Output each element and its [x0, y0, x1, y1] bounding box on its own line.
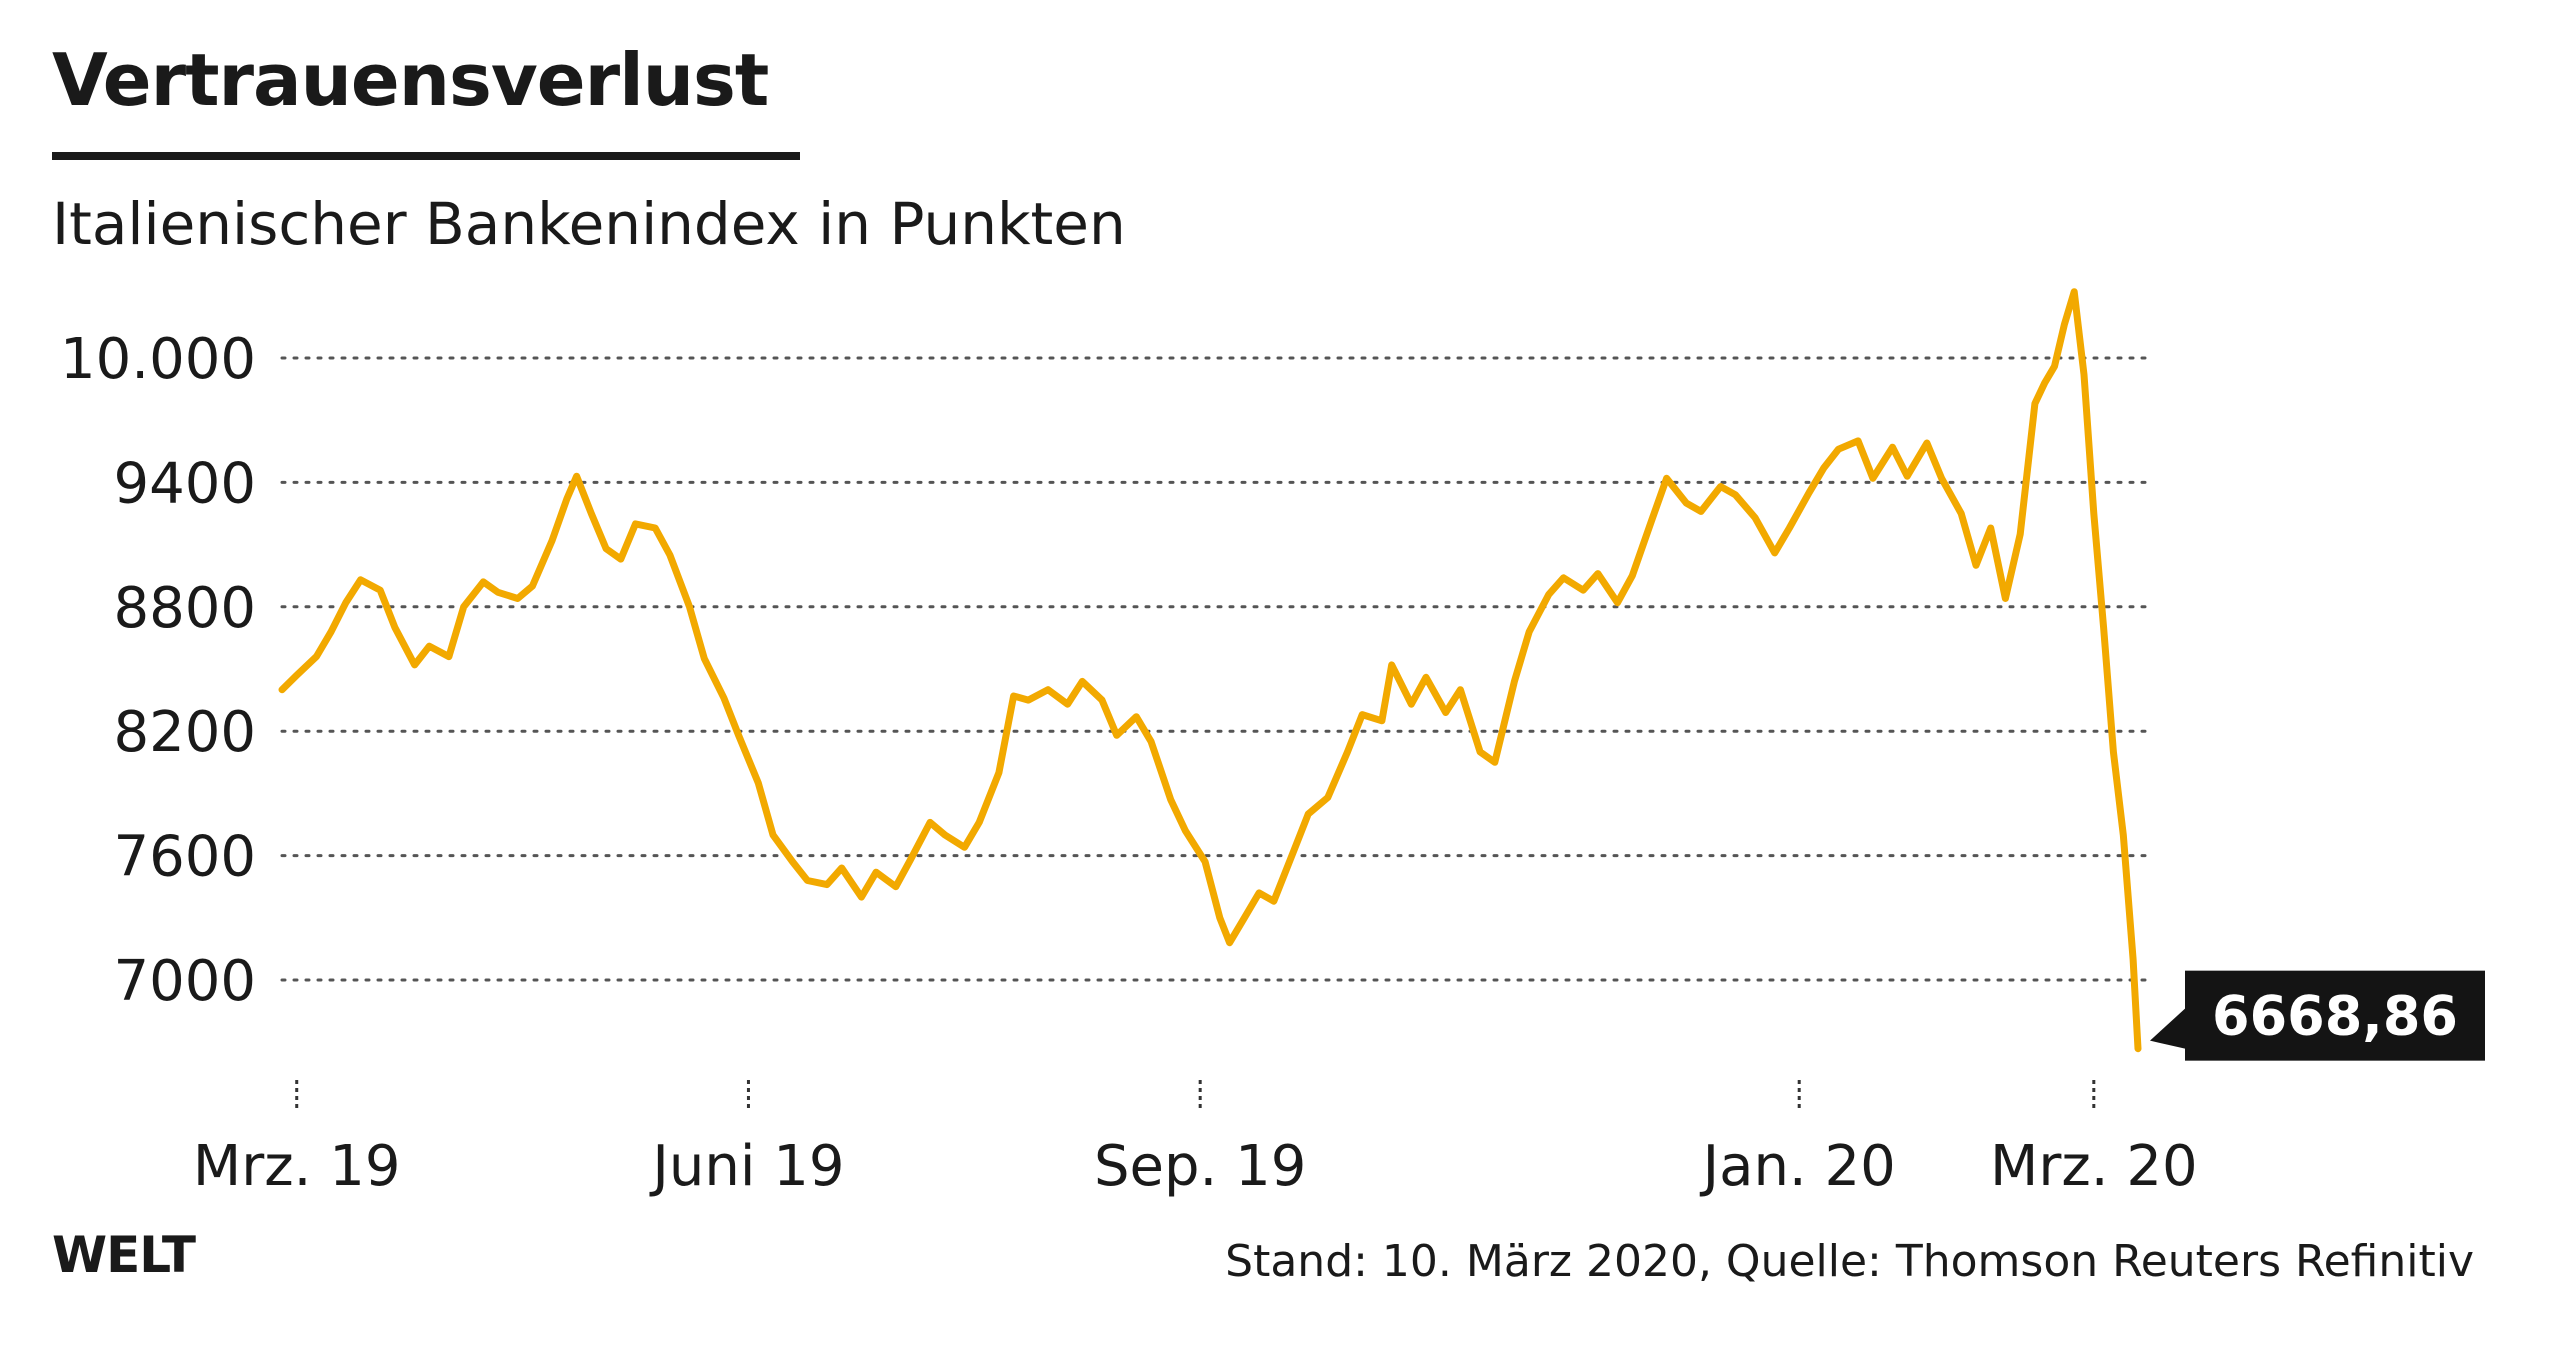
x-tick-label: Sep. 19 [1094, 1134, 1306, 1199]
y-tick-label: 8800 [113, 576, 256, 641]
end-label-box [2185, 970, 2485, 1061]
y-tick-label: 9400 [113, 451, 256, 516]
y-tick-label: 7600 [113, 825, 256, 890]
end-value-label: 6668,86 [2212, 985, 2458, 1048]
end-label-pointer [2150, 1008, 2185, 1049]
title-underline [52, 152, 800, 160]
x-tick-label: Mrz. 20 [1990, 1134, 2198, 1199]
chart-title: Vertrauensverlust [52, 38, 769, 122]
x-tick-label: Mrz. 19 [193, 1134, 401, 1199]
y-tick-label: 10.000 [60, 327, 256, 392]
x-tick-label: Juni 19 [649, 1134, 844, 1199]
source-note: Stand: 10. März 2020, Quelle: Thomson Re… [1225, 1236, 2474, 1287]
series-line [278, 288, 2142, 1053]
x-tick-label: Jan. 20 [1700, 1134, 1896, 1199]
y-tick-label: 8200 [113, 700, 256, 765]
y-tick-label: 7000 [113, 949, 256, 1014]
chart-subtitle: Italienischer Bankenindex in Punkten [52, 190, 1126, 258]
brand-logo: WELT [52, 1226, 196, 1284]
